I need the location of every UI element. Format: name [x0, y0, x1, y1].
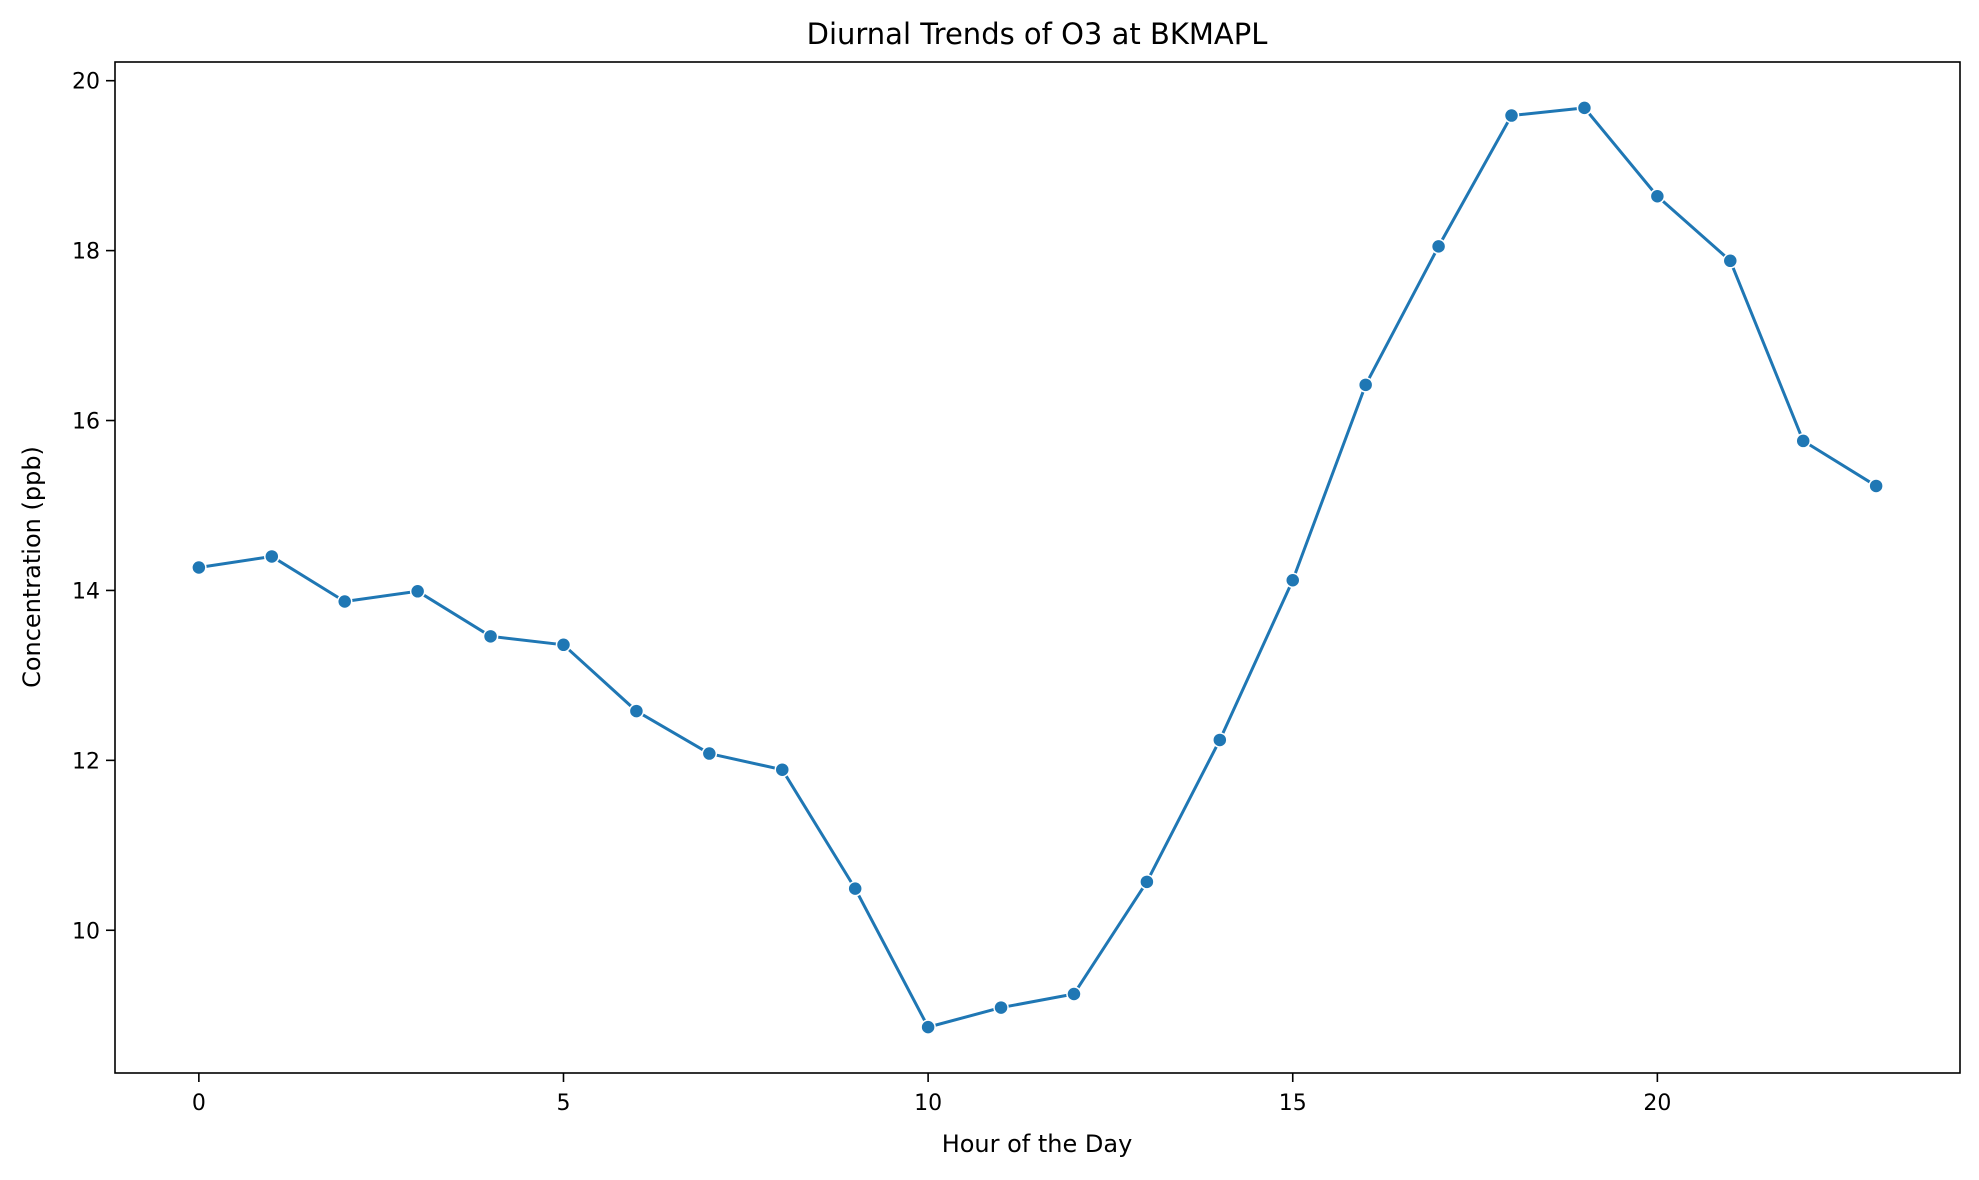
y-axis-label: Concentration (ppb)	[18, 446, 46, 688]
data-point	[1430, 238, 1447, 255]
x-axis: 0 5 10 15 20	[192, 1073, 1671, 1116]
data-point	[1649, 188, 1666, 204]
plot-frame	[114, 61, 1961, 1074]
data-point	[1357, 377, 1374, 393]
data-point	[1868, 478, 1884, 494]
data-point	[1139, 874, 1155, 890]
data-point	[993, 999, 1009, 1016]
x-tick-label: 5	[556, 1091, 570, 1116]
x-tick-label: 15	[1279, 1091, 1307, 1116]
data-point	[1795, 433, 1811, 449]
data-point	[264, 548, 280, 565]
x-tick-label: 10	[914, 1091, 942, 1116]
y-axis: 10 12 14 16 18 20	[72, 70, 115, 944]
data-point	[628, 703, 645, 719]
data-point	[1284, 572, 1301, 588]
x-tick-label: 0	[192, 1091, 206, 1116]
data-point	[1576, 100, 1593, 116]
data-point	[409, 583, 426, 600]
data-point	[1503, 107, 1520, 124]
y-tick-label: 10	[72, 919, 100, 944]
data-point	[1212, 732, 1228, 748]
series-line	[198, 106, 1877, 1029]
x-axis-label: Hour of the Day	[942, 1130, 1133, 1158]
y-tick-label: 20	[72, 70, 100, 95]
data-point	[1066, 986, 1082, 1002]
data-point	[847, 880, 863, 897]
data-point	[920, 1019, 936, 1035]
plot-area	[191, 100, 1884, 1035]
data-point	[191, 559, 207, 576]
data-point	[336, 593, 353, 610]
data-point	[1722, 253, 1739, 269]
y-tick-label: 12	[72, 749, 100, 774]
data-point	[701, 745, 718, 762]
data-point	[482, 628, 499, 645]
data-point	[774, 761, 791, 778]
x-tick-label: 20	[1643, 1091, 1671, 1116]
y-tick-label: 14	[72, 579, 100, 604]
y-tick-label: 16	[72, 410, 100, 435]
y-tick-label: 18	[72, 240, 100, 265]
chart-title: Diurnal Trends of O3 at BKMAPL	[807, 17, 1268, 51]
data-point	[555, 637, 572, 653]
